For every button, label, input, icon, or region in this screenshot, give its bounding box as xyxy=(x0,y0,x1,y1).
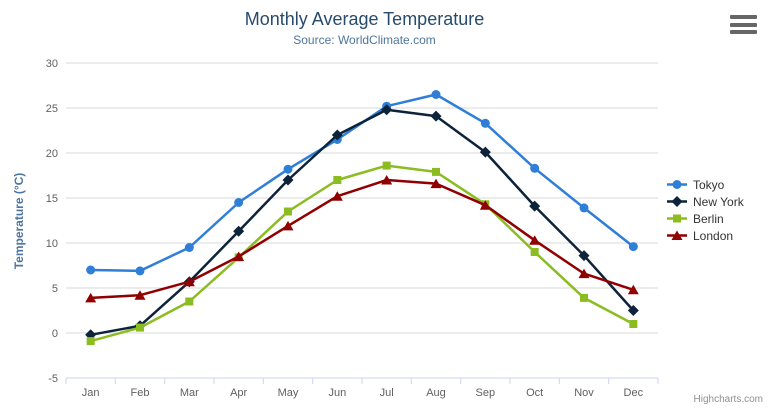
x-axis-tick-label: Mar xyxy=(180,387,199,399)
point-new-york-Oct[interactable] xyxy=(529,200,541,212)
legend-marker-square-icon xyxy=(667,214,687,223)
point-new-york-May[interactable] xyxy=(282,174,294,186)
legend-marker-shape[interactable] xyxy=(673,214,681,223)
point-new-york-Dec[interactable] xyxy=(627,305,639,316)
point-new-york-Jun[interactable] xyxy=(331,129,343,141)
x-axis-tick-label: Jul xyxy=(380,387,394,399)
point-new-york-Aug[interactable] xyxy=(430,110,442,122)
legend-item-berlin[interactable]: Berlin xyxy=(666,210,744,227)
legend-marker-diamond-icon xyxy=(667,196,687,207)
point-berlin-Dec[interactable] xyxy=(629,320,638,328)
y-axis-tick-label: 30 xyxy=(46,58,58,70)
point-tokyo-Aug[interactable] xyxy=(431,90,441,99)
point-berlin-May[interactable] xyxy=(284,207,292,216)
x-axis-tick-label: Sep xyxy=(476,387,496,399)
point-tokyo-Mar[interactable] xyxy=(184,243,194,252)
hamburger-icon xyxy=(730,30,757,34)
series-new-york xyxy=(85,104,639,341)
x-axis-tick-label: Aug xyxy=(426,387,446,399)
series-line-berlin xyxy=(89,164,635,343)
point-berlin-Nov[interactable] xyxy=(580,293,588,302)
x-axis-tick-label: Jan xyxy=(82,387,100,399)
credits-link[interactable]: Highcharts.com xyxy=(693,394,763,405)
y-axis-tick-label: 10 xyxy=(46,238,58,250)
point-tokyo-Jan[interactable] xyxy=(86,265,96,275)
y-axis-tick-label: 0 xyxy=(52,328,58,340)
chart-title: Monthly Average Temperature xyxy=(244,9,485,29)
point-berlin-Oct[interactable] xyxy=(530,248,539,256)
point-new-york-Nov[interactable] xyxy=(578,250,590,262)
x-axis-tick-label: Dec xyxy=(624,387,644,399)
x-axis-tick-label: Jun xyxy=(328,387,346,399)
x-axis-tick-label: Apr xyxy=(230,387,247,399)
legend-label: Tokyo xyxy=(693,177,725,192)
point-new-york-Jul[interactable] xyxy=(381,104,393,116)
y-axis-tick-label: 15 xyxy=(46,193,58,205)
chart-subtitle: Source: WorldClimate.com xyxy=(293,33,436,47)
hamburger-icon xyxy=(730,22,757,27)
legend-label: Berlin xyxy=(693,211,724,226)
series-line-new-york xyxy=(89,108,635,337)
point-tokyo-Sep[interactable] xyxy=(480,118,490,128)
point-london-Nov[interactable] xyxy=(578,268,590,279)
series-tokyo xyxy=(86,90,638,276)
legend-marker-circle-icon xyxy=(667,180,687,189)
y-axis-tick-label: 25 xyxy=(46,103,58,115)
x-axis-tick-label: May xyxy=(278,387,299,399)
legend-item-london[interactable]: London xyxy=(666,227,744,244)
legend: Tokyo New York Berlin London xyxy=(666,176,744,244)
legend-marker-shape[interactable] xyxy=(671,196,683,207)
series-line-london xyxy=(89,178,635,300)
x-axis-tick-label: Oct xyxy=(526,387,543,399)
point-berlin-Aug[interactable] xyxy=(432,167,440,176)
y-axis-tick-label: -5 xyxy=(48,373,58,385)
point-berlin-Jan[interactable] xyxy=(86,337,95,346)
legend-marker-shape[interactable] xyxy=(671,230,683,241)
legend-item-tokyo[interactable]: Tokyo xyxy=(666,176,744,193)
point-berlin-Feb[interactable] xyxy=(136,323,144,332)
point-london-Oct[interactable] xyxy=(529,235,541,245)
point-tokyo-Feb[interactable] xyxy=(135,266,145,276)
point-london-May[interactable] xyxy=(282,220,294,231)
point-tokyo-Apr[interactable] xyxy=(234,198,244,207)
point-berlin-Mar[interactable] xyxy=(185,297,194,306)
point-london-Dec[interactable] xyxy=(627,284,639,295)
point-london-Feb[interactable] xyxy=(134,290,146,300)
point-new-york-Apr[interactable] xyxy=(233,225,245,237)
point-london-Jan[interactable] xyxy=(85,292,97,303)
hamburger-icon xyxy=(730,15,757,19)
legend-label: New York xyxy=(693,194,744,209)
y-axis-tick-label: 20 xyxy=(46,148,58,160)
point-london-Aug[interactable] xyxy=(430,178,442,189)
point-tokyo-Nov[interactable] xyxy=(579,203,589,213)
point-london-Mar[interactable] xyxy=(183,276,195,287)
x-axis-tick-label: Nov xyxy=(574,387,594,399)
series-line-tokyo xyxy=(89,93,635,273)
point-london-Apr[interactable] xyxy=(233,251,245,262)
point-london-Jul[interactable] xyxy=(381,175,393,185)
legend-item-new-york[interactable]: New York xyxy=(666,193,744,210)
point-tokyo-Dec[interactable] xyxy=(628,242,638,252)
context-menu-button[interactable] xyxy=(730,15,757,34)
point-london-Sep[interactable] xyxy=(479,200,491,210)
point-new-york-Sep[interactable] xyxy=(479,146,491,158)
y-axis-tick-label: 5 xyxy=(52,283,58,295)
x-axis-tick-label: Feb xyxy=(131,387,150,399)
point-tokyo-Oct[interactable] xyxy=(530,163,540,173)
point-london-Jun[interactable] xyxy=(331,191,343,201)
series-london xyxy=(85,175,639,303)
legend-marker-shape[interactable] xyxy=(672,180,682,189)
legend-marker-triangle-icon xyxy=(667,230,687,241)
point-berlin-Jul[interactable] xyxy=(382,161,391,170)
legend-label: London xyxy=(693,228,734,243)
point-berlin-Jun[interactable] xyxy=(333,176,342,184)
point-tokyo-May[interactable] xyxy=(283,164,293,174)
